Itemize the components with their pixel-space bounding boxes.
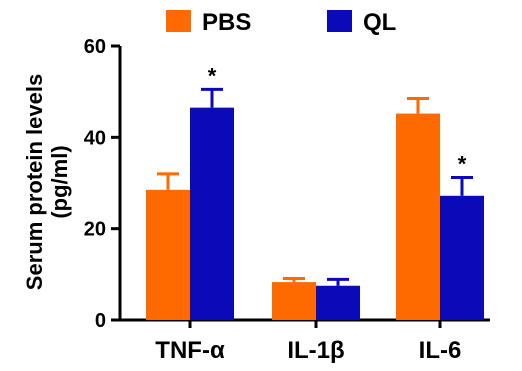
- y-axis-title-line1: Serum protein levels: [22, 74, 47, 290]
- legend: PBS QL: [166, 9, 396, 36]
- significance-mark: *: [458, 152, 467, 177]
- y-tick-label: 40: [84, 127, 106, 149]
- bar-ql-0: [190, 107, 234, 321]
- x-tick-label: TNF-α: [155, 337, 225, 364]
- y-tick-label: 20: [84, 219, 106, 241]
- legend-label-ql: QL: [363, 9, 396, 36]
- plot-area: 0 20 40 60 * TNF-α IL-1β * IL-6: [84, 36, 490, 364]
- significance-mark: *: [208, 63, 217, 88]
- bar-pbs-0: [146, 189, 190, 320]
- legend-label-pbs: PBS: [202, 9, 251, 36]
- y-axis-title-line2: (pg/ml): [47, 145, 72, 218]
- bar-pbs-1: [272, 282, 316, 320]
- legend-swatch-ql: [327, 10, 352, 32]
- bar-pbs-2: [396, 113, 440, 320]
- y-tick-label: 0: [95, 310, 106, 332]
- x-tick-label: IL-1β: [287, 337, 344, 364]
- y-tick-label: 60: [84, 36, 106, 58]
- x-tick-label: IL-6: [419, 337, 462, 364]
- bar-ql-1: [316, 285, 360, 320]
- bar-ql-2: [440, 195, 484, 320]
- legend-swatch-pbs: [166, 10, 191, 32]
- y-axis-title: Serum protein levels (pg/ml): [22, 74, 72, 290]
